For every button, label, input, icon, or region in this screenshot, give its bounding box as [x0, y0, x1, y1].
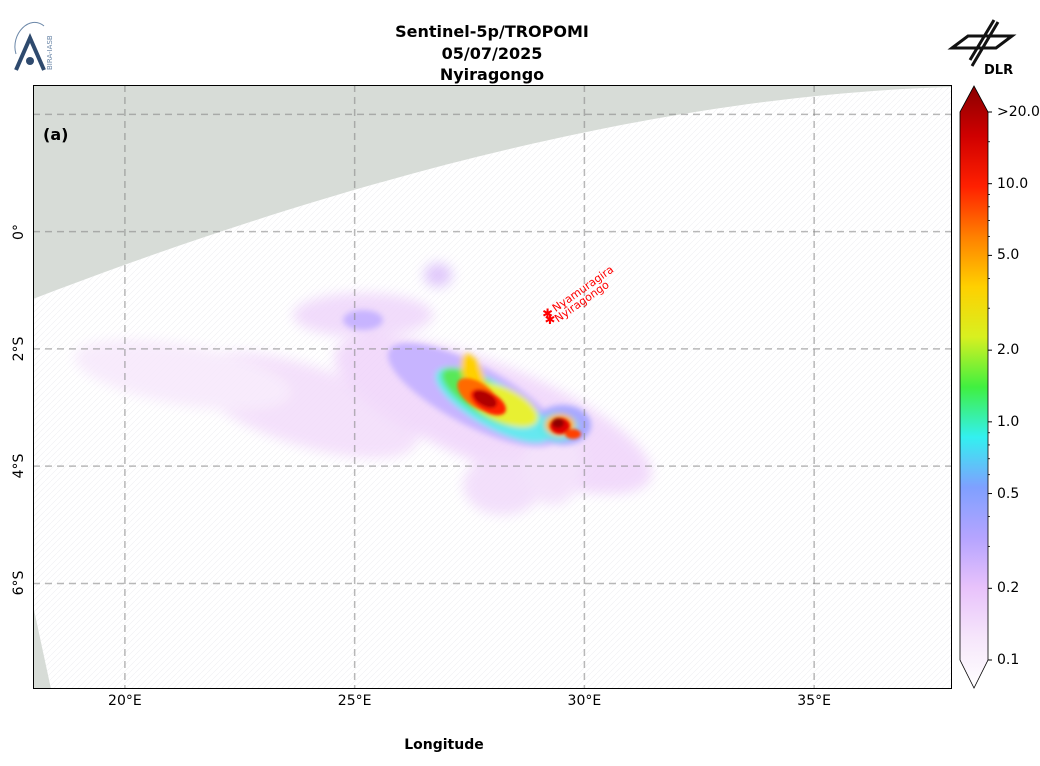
map-date: 05/07/2025: [441, 44, 543, 63]
volcano-marker-nyamuragira: ✱: [542, 307, 553, 322]
map-volcano-name: Nyiragongo: [439, 65, 545, 84]
x-tick-label: 35°E: [797, 693, 831, 709]
colorbar-tick-label: 2.0: [997, 342, 1020, 359]
svg-text:DLR: DLR: [984, 63, 1013, 78]
panel-label: (a): [43, 125, 68, 144]
colorbar-body: [959, 85, 989, 689]
bira-iasb-logo: BIRA-IASB: [14, 21, 54, 71]
colorbar-tick-label: 1.0: [997, 413, 1020, 430]
x-tick-label: 20°E: [108, 693, 142, 709]
colorbar-tick-label: 10.0: [997, 175, 1029, 192]
colorbar: [959, 85, 992, 689]
colorbar-tick-label: 0.5: [997, 485, 1020, 502]
y-tick-label: 0°: [11, 223, 27, 240]
map-grid: [33, 85, 952, 689]
map-title: Sentinel-5p/TROPOMI: [395, 22, 589, 41]
so2-map: ✱Nyamuragira✱Nyiragongo (a): [33, 85, 952, 689]
x-axis-label: Longitude: [404, 737, 484, 753]
colorbar-tick-label: 5.0: [997, 247, 1020, 264]
x-tick-label: 30°E: [567, 693, 602, 709]
y-tick-label: 4°S: [11, 453, 27, 479]
dlr-logo: DLR: [947, 19, 1017, 78]
volcano-marker-nyiragongo: ✱: [544, 313, 555, 328]
x-tick-label: 25°E: [337, 693, 372, 709]
colorbar-tick-label: >20.0: [997, 104, 1040, 120]
svg-text:BIRA-IASB: BIRA-IASB: [46, 35, 54, 70]
no-data-region-top: [33, 85, 952, 299]
y-tick-label: 2°S: [11, 336, 27, 362]
colorbar-ticks: [988, 111, 992, 661]
colorbar-tick-label: 0.2: [997, 580, 1020, 597]
so2-plume: [74, 263, 652, 515]
map-frame: [33, 85, 952, 689]
colorbar-tick-label: 0.1: [997, 652, 1020, 668]
y-tick-label: 6°S: [11, 571, 27, 596]
